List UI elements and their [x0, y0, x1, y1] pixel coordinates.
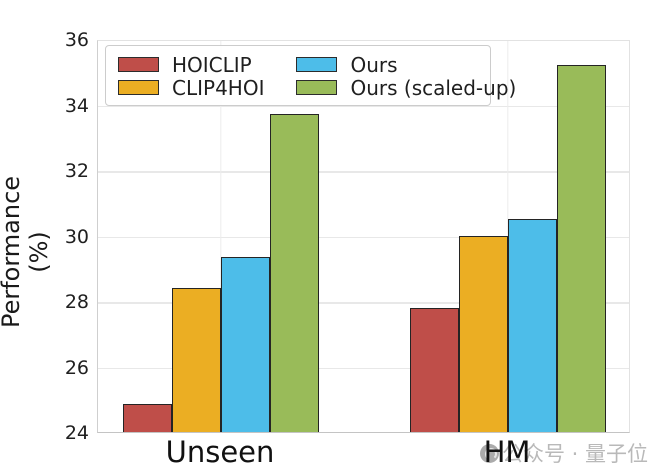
y-tick-label: 30	[64, 225, 89, 248]
y-gridline	[98, 236, 629, 239]
legend-swatch-ours	[296, 57, 338, 72]
bar-clip4hoi-hm	[459, 235, 508, 432]
watermark-text: 公众号 · 量子位	[502, 442, 649, 466]
y-tick-label: 28	[64, 291, 89, 313]
legend: HOICLIP CLIP4HOI Ours Ours (scaled-up)	[105, 45, 516, 106]
legend-label-hoiclip: HOICLIP	[172, 52, 252, 77]
bar-ours-hm	[508, 219, 557, 432]
y-tick-label: 32	[64, 160, 89, 182]
bar-ours-unseen	[221, 256, 270, 432]
bar-ours-scaled-up-hm	[557, 65, 606, 432]
y-gridline	[98, 302, 629, 304]
legend-item-clip4hoi: CLIP4HOI	[118, 75, 265, 100]
legend-item-hoiclip: HOICLIP	[118, 52, 264, 77]
y-tick-label: 24	[64, 422, 89, 444]
x-tick-label-unseen: Unseen	[165, 435, 275, 469]
y-gridline	[98, 171, 629, 173]
legend-label-ours-scaled-up: Ours (scaled-up)	[350, 75, 517, 100]
legend-label-ours: Ours	[350, 52, 398, 77]
legend-label-clip4hoi: CLIP4HOI	[172, 75, 265, 100]
legend-swatch-clip4hoi	[118, 80, 159, 95]
bar-clip4hoi-unseen	[172, 287, 221, 432]
legend-item-ours: Ours	[296, 52, 516, 77]
x-tick-label-hm: HM	[483, 435, 531, 469]
y-tick-label: 36	[64, 29, 89, 51]
legend-item-ours-scaled-up: Ours (scaled-up)	[296, 75, 517, 100]
legend-column-2: Ours Ours (scaled-up)	[296, 52, 517, 100]
y-gridline	[98, 105, 629, 108]
watermark: 公众号 · 量子位	[480, 438, 648, 468]
bar-hoiclip-unseen	[123, 404, 172, 432]
bar-hoiclip-hm	[410, 307, 459, 432]
y-gridline	[98, 367, 629, 370]
legend-swatch-ours-scaled-up	[296, 80, 338, 95]
y-tick-label: 26	[64, 356, 89, 379]
y-tick-label: 34	[64, 94, 89, 117]
legend-swatch-hoiclip	[118, 57, 159, 72]
bar-ours-scaled-up-unseen	[270, 114, 319, 432]
x-gridline	[220, 41, 222, 432]
qbitai-logo-icon	[480, 443, 499, 463]
legend-column-1: HOICLIP CLIP4HOI	[118, 52, 265, 100]
